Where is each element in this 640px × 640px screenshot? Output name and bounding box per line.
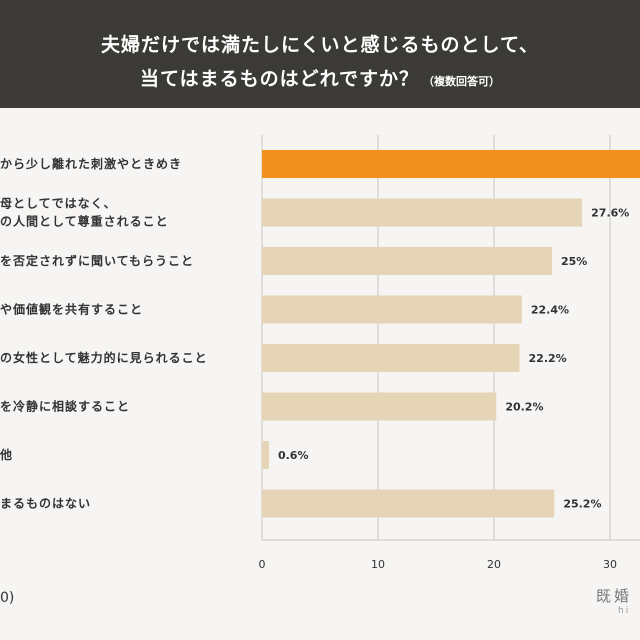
bar-4 [262,344,520,372]
x-tick-label-30: 30 [603,558,617,571]
category-label-1-1: の人間として尊重されること [0,214,169,229]
category-label-1-0: 母としてではなく、 [0,197,117,211]
chart-title-line2-text: 当てはまるものはどれですか？ [139,68,420,90]
bar-2 [262,247,552,275]
category-label-6-0: 他 [0,447,13,462]
category-label-5-0: を冷静に相談すること [0,399,130,414]
bar-3 [262,295,522,324]
x-tick-label-20: 20 [487,558,501,571]
value-label-7: 25.2% [563,498,601,511]
sample-size-label: 0) [0,590,15,606]
value-label-4: 22.2% [529,352,567,365]
value-label-6: 0.6% [278,449,309,462]
category-label-7-0: まるものはない [0,497,91,511]
x-tick-label-10: 10 [371,558,385,571]
chart-title-line2: 当てはまるものはどれですか？ （複数回答可） [0,64,640,91]
bar-1 [262,198,583,227]
category-label-2-0: を否定されずに聞いてもらうこと [0,253,194,268]
value-label-3: 22.4% [531,304,569,317]
category-label-3-0: や価値観を共有すること [0,302,143,317]
bar-0 [262,150,640,178]
x-tick-label-0: 0 [259,558,266,571]
bar-5 [262,392,497,421]
value-label-2: 25% [561,255,587,268]
category-label-0-0: から少し離れた刺激やときめき [0,156,182,171]
bar-6 [262,441,269,469]
chart-title-line1: 夫婦だけでは満たしにくいと感じるものとして、 [100,34,540,56]
chart-title-note: （複数回答可） [423,75,501,88]
bar-7 [262,489,555,518]
title-banner: 夫婦だけでは満たしにくいと感じるものとして、 当てはまるものはどれですか？ （複数… [0,0,640,108]
brand-logo-sub: hi [618,606,631,616]
brand-logo: 既婚 [596,587,633,605]
value-label-1: 27.6% [591,207,629,220]
category-label-4-0: の女性として魅力的に見られること [0,350,208,365]
value-label-5: 20.2% [505,401,543,414]
